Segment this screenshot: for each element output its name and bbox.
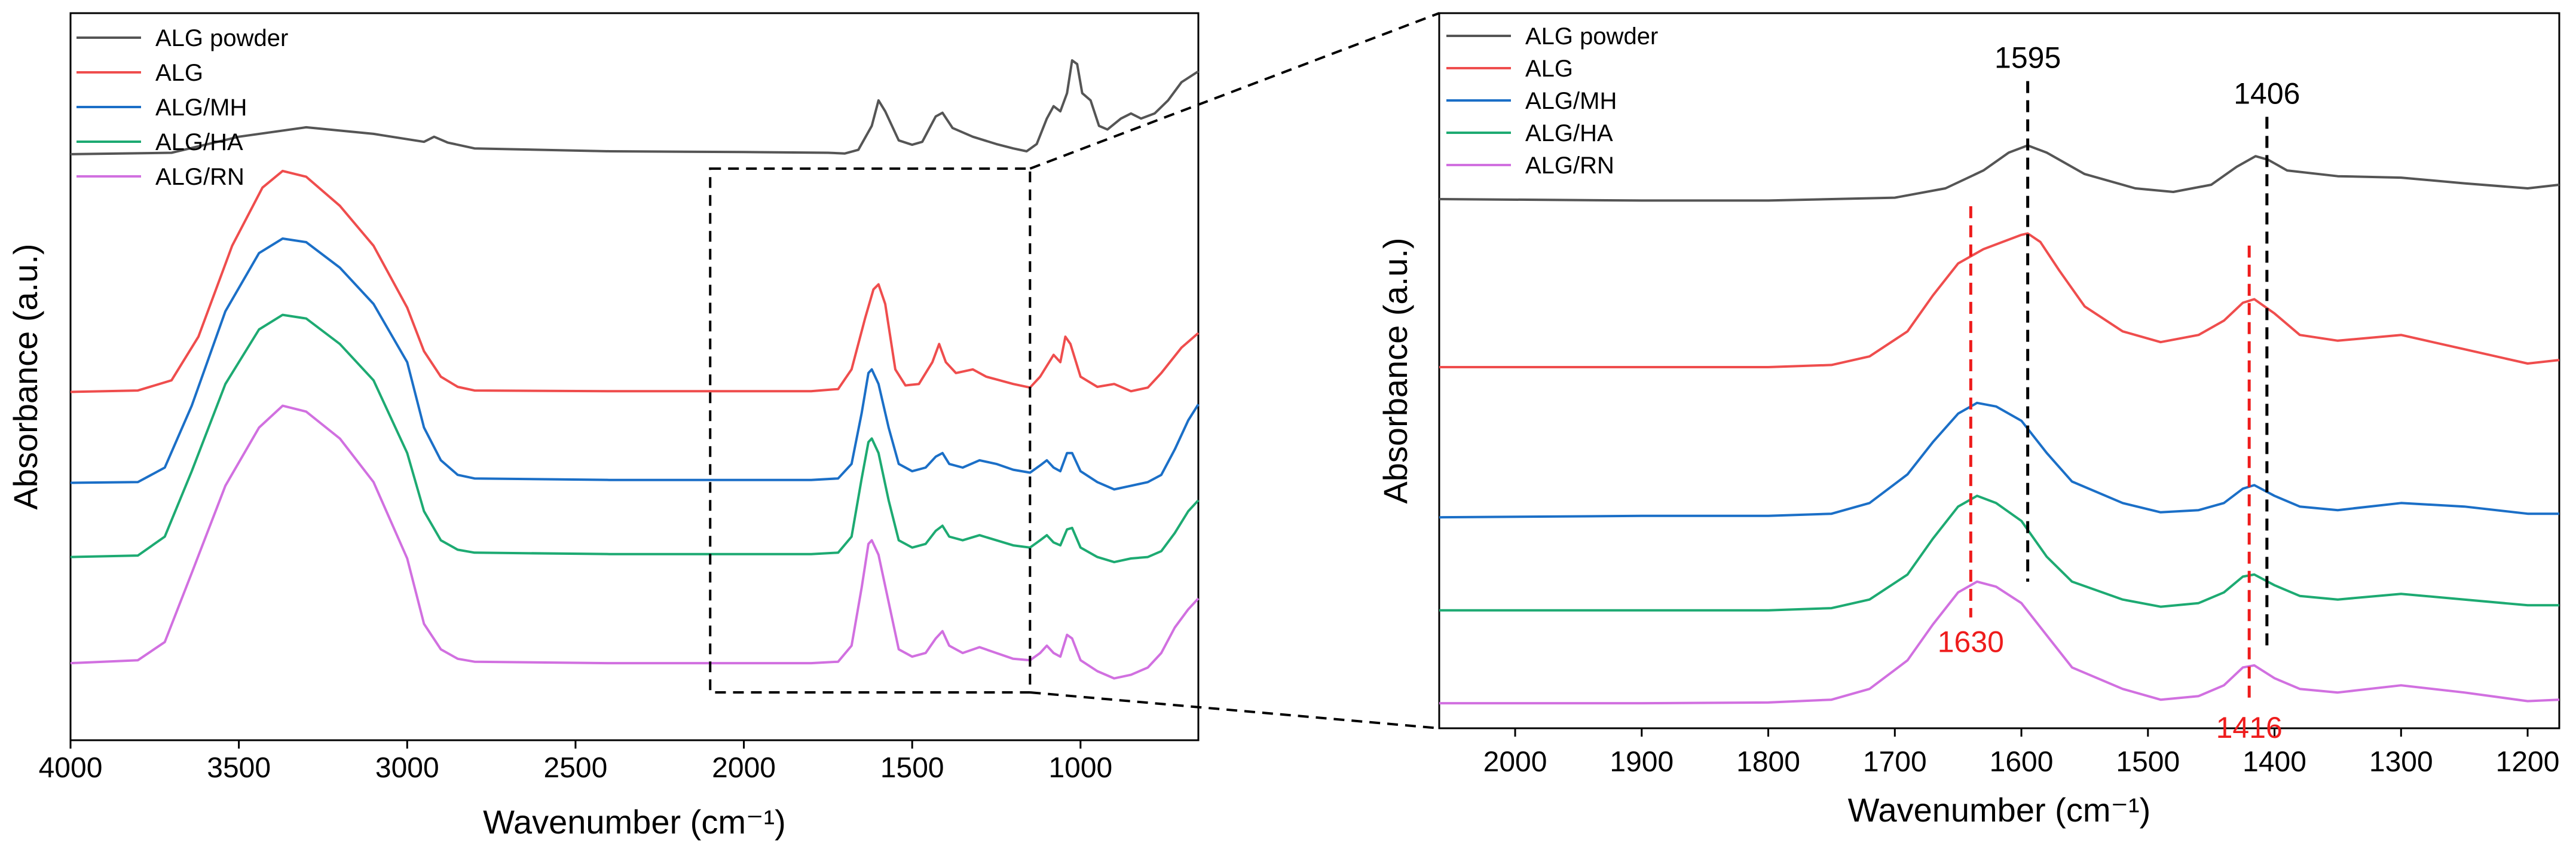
legend-label-alg-powder: ALG powder xyxy=(155,25,288,51)
x-tick-label: 1900 xyxy=(1610,746,1674,778)
x-tick-label: 3500 xyxy=(207,752,271,784)
zoom-connector-bottom xyxy=(1030,691,1440,729)
zoom-region-box xyxy=(709,167,1032,694)
plot-frame xyxy=(1438,12,2560,729)
series-line-alg xyxy=(70,169,1200,393)
x-tick-label: 1500 xyxy=(880,752,944,784)
y-axis-title: Absorbance (a.u.) xyxy=(7,243,44,509)
legend-label-alg-mh: ALG/MH xyxy=(155,94,247,121)
x-tick-label: 1300 xyxy=(2369,746,2433,778)
left-panel: 4000 3500 3000 2500 2000 1500 1000 Wavenumber (… xyxy=(7,12,1200,841)
plot-frame xyxy=(69,12,1200,741)
right-panel: 2000 1900 1800 1700 1600 1500 1400 1300 1200 Wave… xyxy=(1376,12,2560,829)
series-line-alg-mh xyxy=(70,237,1200,491)
x-tick-label: 1700 xyxy=(1863,746,1927,778)
zoom-connector-top xyxy=(1029,12,1440,170)
series-line-alg-powder xyxy=(1439,144,2560,202)
legend-label-alg-ha: ALG/HA xyxy=(155,129,243,155)
x-tick-label: 1500 xyxy=(2116,746,2180,778)
x-tick-label: 2500 xyxy=(544,752,608,784)
series-line-alg-rn xyxy=(70,404,1200,680)
x-axis-title: Wavenumber (cm⁻¹) xyxy=(1848,791,2151,829)
x-tick-label: 1200 xyxy=(2496,746,2560,778)
series-line-alg-rn xyxy=(1439,580,2560,705)
x-tick-label: 1800 xyxy=(1736,746,1800,778)
legend-label-alg-powder: ALG powder xyxy=(1525,23,1658,50)
x-tick-label: 1600 xyxy=(1990,746,2054,778)
x-tick-label: 4000 xyxy=(39,752,103,784)
x-tick-label: 1400 xyxy=(2242,746,2306,778)
series-line-alg-ha xyxy=(70,313,1200,564)
legend-label-alg: ALG xyxy=(1525,56,1573,82)
x-tick-label: 1000 xyxy=(1048,752,1112,784)
series-line-alg-mh xyxy=(1439,401,2559,519)
x-axis-title: Wavenumber (cm⁻¹) xyxy=(483,803,786,841)
series-line-alg-ha xyxy=(1439,494,2559,612)
legend-label-alg-mh: ALG/MH xyxy=(1525,88,1617,114)
x-tick-label: 2000 xyxy=(712,752,776,784)
zoom-connectors xyxy=(1029,12,1440,729)
series-line-alg xyxy=(1439,232,2560,368)
x-tick-label: 2000 xyxy=(1483,746,1547,778)
legend-label-alg: ALG xyxy=(155,60,203,86)
legend-label-alg-rn: ALG/RN xyxy=(1525,152,1614,179)
legend-label-alg-ha: ALG/HA xyxy=(1525,120,1613,146)
peak-label-1630: 1630 xyxy=(1938,625,2004,659)
y-axis-title: Absorbance (a.u.) xyxy=(1376,237,1414,503)
x-tick-label: 3000 xyxy=(375,752,439,784)
legend-label-alg-rn: ALG/RN xyxy=(155,164,244,190)
peak-label-1406: 1406 xyxy=(2234,77,2300,110)
legend: ALG powder ALG ALG/MH ALG/HA ALG/RN xyxy=(77,25,288,190)
peak-label-1595: 1595 xyxy=(1994,41,2061,75)
legend: ALG powder ALG ALG/MH ALG/HA ALG/RN xyxy=(1446,23,1658,179)
series-line-alg-powder xyxy=(70,59,1200,155)
peak-label-1416: 1416 xyxy=(2216,711,2283,744)
